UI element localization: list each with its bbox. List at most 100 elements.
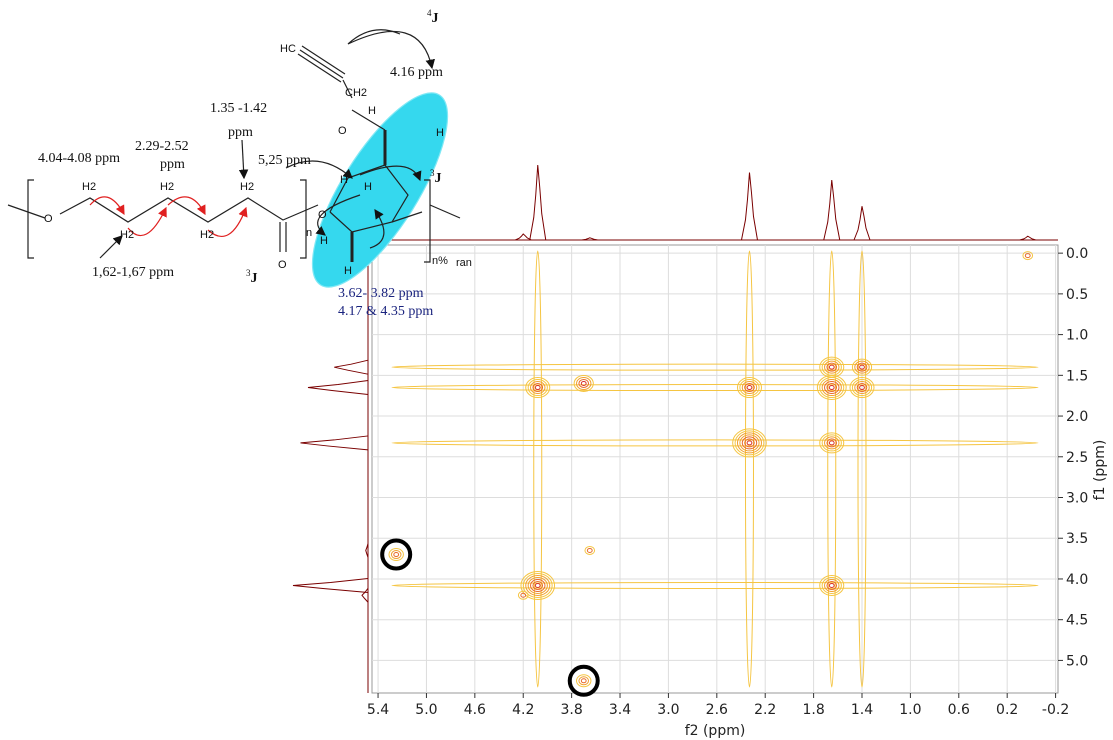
highlight-circle — [380, 538, 413, 571]
contour — [736, 377, 762, 399]
ppm-label: 4.17 & 4.35 ppm — [338, 304, 433, 319]
bracket — [424, 179, 431, 263]
y-tick-label: 3.0 — [1066, 491, 1088, 507]
contour — [821, 576, 842, 594]
contour — [746, 385, 753, 391]
projection-peak — [307, 380, 369, 396]
subscript: n — [306, 227, 312, 239]
contour — [851, 379, 873, 397]
contour — [586, 547, 593, 553]
x-tick-label: 0.6 — [948, 702, 970, 718]
contour — [859, 385, 865, 391]
x-axis-label: f2 (ppm) — [685, 723, 746, 739]
y-tick-label: 3.5 — [1066, 531, 1088, 547]
y-tick-label: 1.5 — [1066, 368, 1088, 384]
contour — [739, 434, 760, 452]
contour — [530, 381, 546, 395]
contour — [854, 381, 870, 395]
contour — [388, 548, 404, 562]
x-tick-label: 2.6 — [706, 702, 728, 718]
x-tick-label: 3.4 — [609, 702, 631, 718]
contour — [520, 592, 527, 598]
contour — [819, 574, 845, 596]
contour — [578, 676, 590, 686]
ppm-label: 1,62-1,67 ppm — [92, 265, 174, 280]
x-tick-label: 4.2 — [512, 702, 534, 718]
ridge — [391, 439, 1039, 447]
projection-peak — [823, 179, 841, 241]
contour — [821, 379, 842, 397]
contour — [821, 358, 842, 376]
structure-labels: O H2 H2 H2 H2 H2 O O O HC CH2 H H H H H … — [38, 8, 472, 319]
y-tick-label: 1.0 — [1066, 328, 1088, 344]
contour — [744, 383, 755, 393]
ridge — [533, 250, 543, 688]
contour — [527, 379, 548, 397]
contour — [580, 380, 587, 386]
ppm-label: 1.35 -1.42 — [210, 101, 267, 116]
projection-peak — [581, 237, 598, 241]
contour — [828, 385, 835, 391]
contour — [856, 383, 868, 393]
atom: CH2 — [345, 87, 367, 99]
plot-frame — [371, 244, 1059, 694]
atom: O — [44, 213, 53, 225]
projection-peak — [1019, 235, 1036, 241]
bond — [59, 197, 319, 223]
bond — [391, 211, 423, 223]
contour — [826, 580, 838, 590]
ppm-label: 5,25 ppm — [258, 153, 311, 168]
atom: H — [340, 174, 348, 186]
coupling-arrow — [127, 206, 167, 237]
y-tick-label: 4.0 — [1066, 572, 1088, 588]
contour — [527, 576, 548, 594]
atom: O — [318, 209, 327, 221]
ridge — [744, 250, 754, 688]
atom: H2 — [160, 181, 174, 193]
y-tick-label: 2.0 — [1066, 409, 1088, 425]
ridge — [391, 384, 1039, 392]
contour — [854, 360, 870, 374]
ppm-label: 3.62- 3.82 ppm — [338, 286, 424, 301]
contour — [393, 552, 400, 558]
contour — [828, 364, 835, 370]
bond — [7, 204, 46, 219]
projection-peak — [292, 577, 369, 593]
arrow — [238, 139, 249, 180]
ridge — [391, 581, 1039, 589]
contour — [859, 364, 865, 370]
contour — [580, 678, 587, 684]
contour — [525, 377, 551, 399]
ppm-label: ppm — [160, 157, 185, 172]
coupling-label: 4J — [427, 8, 439, 26]
contour — [826, 383, 838, 393]
atom: H — [368, 105, 376, 117]
contour — [734, 430, 765, 456]
coupling-arrow — [89, 196, 125, 216]
subscript: ran — [456, 257, 472, 269]
bond — [429, 204, 461, 219]
contour — [1024, 253, 1031, 259]
ppm-label: ppm — [228, 125, 253, 140]
coupling-arrow — [369, 209, 385, 249]
contour — [739, 379, 760, 397]
contour — [824, 578, 840, 592]
sup: 4 — [427, 8, 432, 18]
ppm-label: 4.04-4.08 ppm — [38, 151, 120, 166]
contour — [824, 381, 840, 395]
x-tick-label: 5.0 — [415, 702, 437, 718]
atom: H2 — [82, 181, 96, 193]
y-tick-label: 2.5 — [1066, 450, 1088, 466]
contour — [525, 574, 551, 596]
coupling-arrow — [315, 194, 361, 236]
subscript: n% — [432, 255, 448, 267]
atom: O — [338, 125, 347, 137]
contour — [849, 377, 875, 399]
x-tick-label: 1.0 — [899, 702, 921, 718]
contour — [578, 378, 590, 388]
contour — [746, 440, 753, 446]
contour — [828, 440, 835, 446]
y-tick-label: 0.0 — [1066, 246, 1088, 262]
ppm-label: 2.29-2.52 — [135, 139, 189, 154]
